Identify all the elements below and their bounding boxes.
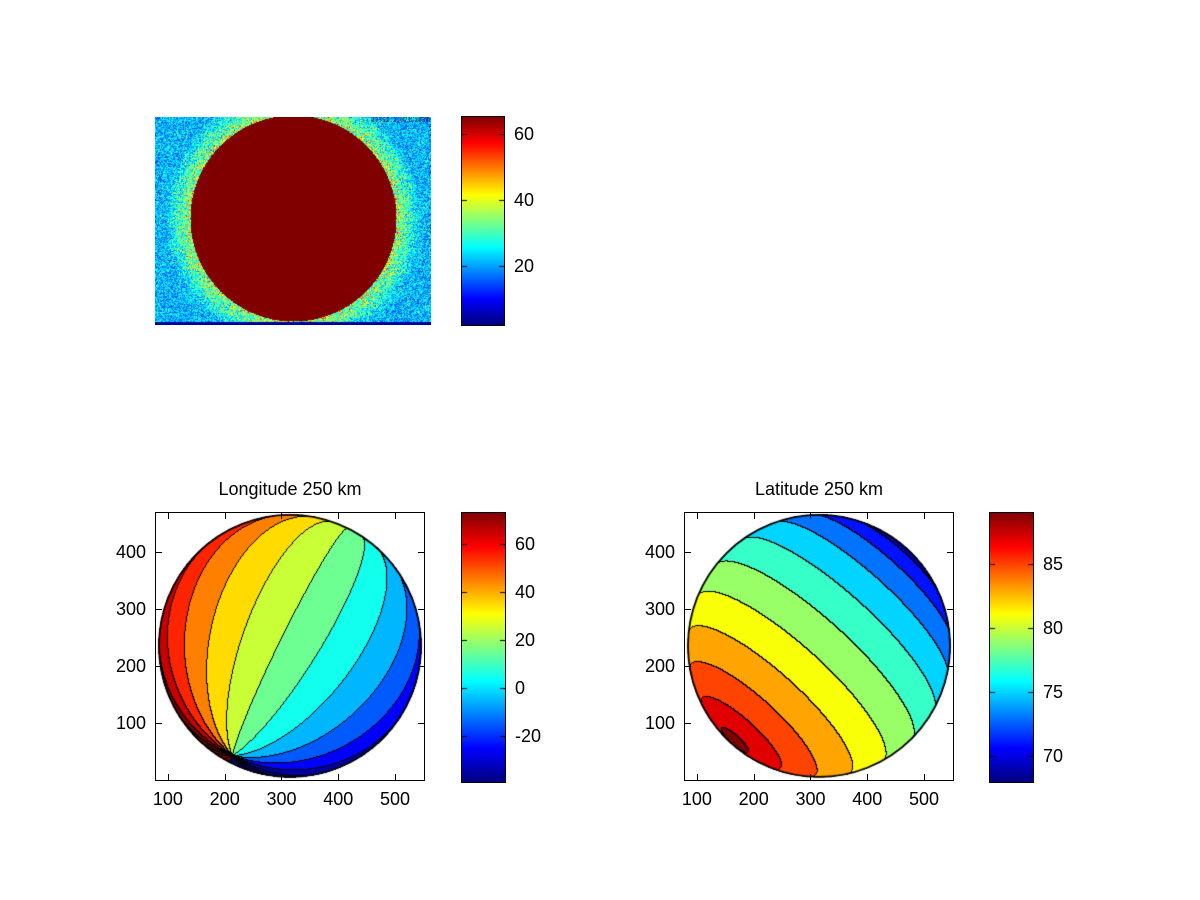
x-tick-label: 300 xyxy=(266,789,297,809)
x-tick-mark xyxy=(810,513,812,519)
longitude-colorbar-frame xyxy=(461,512,506,783)
y-tick-mark xyxy=(947,665,953,667)
x-tick-mark xyxy=(167,513,169,519)
y-tick-label: 100 xyxy=(644,712,675,733)
y-tick-mark xyxy=(947,608,953,610)
colorbar-tick-label: 0 xyxy=(515,678,526,698)
x-tick-mark xyxy=(338,513,340,519)
latitude-axes xyxy=(684,512,954,781)
eclipse-image-panel: 17:52:2.071.2034 xyxy=(155,117,431,325)
y-tick-label: 200 xyxy=(115,655,146,676)
eclipse-image-canvas xyxy=(155,117,431,325)
y-tick-label: 300 xyxy=(644,598,675,619)
x-tick-label: 500 xyxy=(909,789,940,809)
colorbar-tick-label: 20 xyxy=(515,630,536,650)
x-tick-mark xyxy=(867,513,869,519)
y-tick-mark xyxy=(156,551,162,553)
longitude-axes xyxy=(155,512,425,781)
y-tick-mark xyxy=(418,722,424,724)
longitude-contour-canvas xyxy=(156,513,424,780)
y-tick-label: 400 xyxy=(644,541,675,562)
y-tick-mark xyxy=(947,722,953,724)
x-tick-mark xyxy=(395,774,397,780)
x-tick-mark xyxy=(867,774,869,780)
x-tick-mark xyxy=(395,513,397,519)
x-tick-label: 400 xyxy=(852,789,883,809)
x-tick-mark xyxy=(281,774,283,780)
colorbar-tick-label: 75 xyxy=(1043,682,1064,702)
x-tick-mark xyxy=(338,774,340,780)
image-colorbar xyxy=(462,117,504,325)
y-tick-mark xyxy=(685,551,691,553)
x-tick-mark xyxy=(924,513,926,519)
x-tick-label: 100 xyxy=(152,789,183,809)
x-tick-mark xyxy=(167,774,169,780)
colorbar-tick-label: 20 xyxy=(514,256,535,276)
y-tick-mark xyxy=(685,722,691,724)
y-tick-mark xyxy=(418,551,424,553)
y-tick-label: 400 xyxy=(115,541,146,562)
y-tick-mark xyxy=(418,608,424,610)
x-tick-mark xyxy=(224,513,226,519)
x-tick-mark xyxy=(281,513,283,519)
y-tick-mark xyxy=(156,608,162,610)
x-tick-mark xyxy=(224,774,226,780)
colorbar-tick-label: 70 xyxy=(1043,746,1064,766)
y-tick-label: 100 xyxy=(115,712,146,733)
colorbar-tick-label: 85 xyxy=(1043,554,1064,574)
x-tick-label: 300 xyxy=(795,789,826,809)
colorbar-tick-label: 40 xyxy=(515,582,536,602)
y-tick-mark xyxy=(685,608,691,610)
colorbar-tick-label: 60 xyxy=(515,534,536,554)
image-annotation: 17:52:2.071.2034 xyxy=(371,117,429,124)
x-tick-label: 400 xyxy=(323,789,354,809)
latitude-contour-canvas xyxy=(685,513,953,780)
colorbar-tick-label: -20 xyxy=(515,726,542,746)
y-tick-mark xyxy=(156,722,162,724)
colorbar-tick-label: 80 xyxy=(1043,618,1064,638)
colorbar-tick-label: 40 xyxy=(514,190,535,210)
x-tick-label: 200 xyxy=(738,789,769,809)
latitude-colorbar xyxy=(990,513,1033,782)
y-tick-mark xyxy=(947,551,953,553)
x-tick-mark xyxy=(696,774,698,780)
x-tick-label: 200 xyxy=(209,789,240,809)
y-tick-mark xyxy=(685,665,691,667)
latitude-colorbar-frame xyxy=(989,512,1034,783)
x-tick-mark xyxy=(753,774,755,780)
y-tick-label: 200 xyxy=(644,655,675,676)
x-tick-mark xyxy=(924,774,926,780)
latitude-title: Latitude 250 km xyxy=(754,479,884,499)
x-tick-mark xyxy=(696,513,698,519)
x-tick-mark xyxy=(810,774,812,780)
longitude-title: Longitude 250 km xyxy=(218,479,362,499)
y-tick-mark xyxy=(418,665,424,667)
y-tick-mark xyxy=(156,665,162,667)
x-tick-mark xyxy=(753,513,755,519)
colorbar-tick-label: 60 xyxy=(514,124,535,144)
image-colorbar-frame xyxy=(461,116,505,326)
x-tick-label: 500 xyxy=(380,789,411,809)
longitude-colorbar xyxy=(462,513,505,782)
x-tick-label: 100 xyxy=(681,789,712,809)
y-tick-label: 300 xyxy=(115,598,146,619)
